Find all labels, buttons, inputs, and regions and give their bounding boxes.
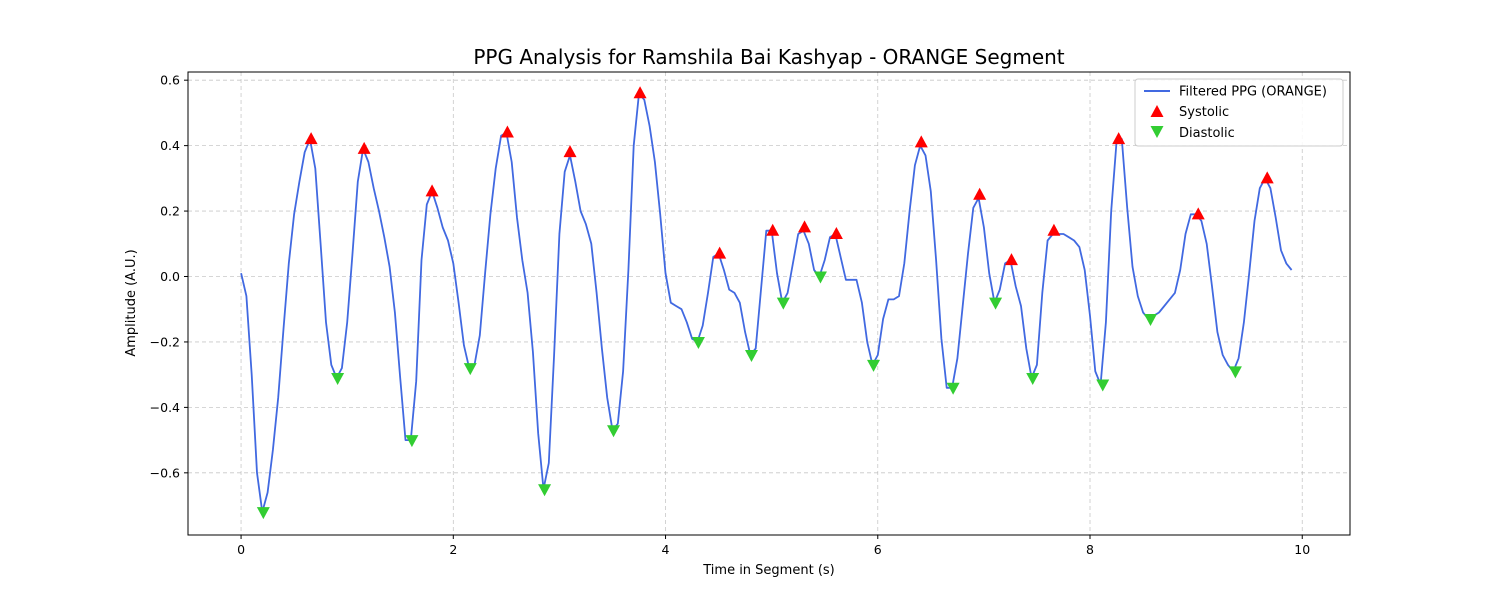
y-tick-label: 0.2 — [160, 204, 180, 219]
systolic-marker — [500, 125, 514, 138]
diastolic-marker — [1096, 379, 1110, 392]
legend-diastolic-marker — [1150, 126, 1164, 138]
diastolic-marker — [405, 435, 419, 448]
systolic-marker — [713, 246, 727, 259]
x-tick-label: 10 — [1294, 542, 1310, 557]
plot-content — [240, 86, 1293, 520]
diastolic-marker — [989, 297, 1003, 310]
y-tick-label: −0.4 — [150, 400, 180, 415]
x-tick-label: 0 — [237, 542, 245, 557]
systolic-marker — [1191, 207, 1205, 220]
systolic-marker — [766, 223, 780, 236]
diastolic-marker — [867, 359, 881, 372]
x-tick-label: 8 — [1086, 542, 1094, 557]
x-axis-label: Time in Segment (s) — [702, 563, 834, 578]
systolic-marker — [829, 226, 843, 239]
systolic-marker — [304, 132, 318, 145]
legend-systolic-marker — [1150, 105, 1164, 117]
diastolic-marker — [691, 336, 705, 349]
diastolic-marker — [463, 363, 477, 376]
diastolic-marker — [256, 507, 270, 520]
diastolic-marker — [331, 372, 345, 385]
diastolic-marker — [776, 297, 790, 310]
x-tick-label: 2 — [449, 542, 457, 557]
plot-frame — [187, 71, 1351, 536]
y-tick-label: −0.2 — [150, 334, 180, 349]
systolic-marker — [633, 86, 647, 99]
y-tick-label: 0.6 — [160, 73, 180, 88]
chart-title: PPG Analysis for Ramshila Bai Kashyap - … — [473, 45, 1064, 69]
diastolic-marker — [607, 425, 621, 438]
y-axis: −0.6 −0.4 −0.2 0.0 0.2 0.4 0.6 — [150, 73, 188, 480]
diastolic-marker — [744, 350, 758, 363]
diastolic-marker — [538, 484, 552, 497]
systolic-marker — [914, 135, 928, 148]
diastolic-marker — [1228, 366, 1242, 379]
legend-label-filtered-ppg: Filtered PPG (ORANGE) — [1179, 85, 1327, 100]
diastolic-marker — [1143, 314, 1157, 327]
diastolic-marker — [813, 271, 827, 284]
systolic-marker — [1112, 132, 1126, 145]
systolic-marker — [425, 184, 439, 197]
systolic-marker — [357, 141, 371, 154]
x-tick-label: 6 — [874, 542, 882, 557]
legend-label-systolic: Systolic — [1179, 105, 1229, 120]
y-axis-label: Amplitude (A.U.) — [124, 249, 139, 356]
systolic-marker — [1260, 171, 1274, 184]
systolic-marker — [1047, 223, 1061, 236]
y-tick-label: −0.6 — [150, 465, 180, 480]
legend-box — [1134, 78, 1344, 147]
diastolic-marker — [946, 382, 960, 395]
x-axis: 0 2 4 6 8 10 — [237, 535, 1310, 557]
legend-label-diastolic: Diastolic — [1179, 126, 1235, 141]
diastolic-marker — [1026, 372, 1040, 385]
systolic-marker — [973, 187, 987, 200]
y-tick-label: 0.0 — [160, 269, 180, 284]
systolic-marker — [798, 220, 812, 233]
legend: Filtered PPG (ORANGE) Systolic Diastolic — [1134, 78, 1344, 147]
systolic-marker — [563, 145, 577, 158]
systolic-marker — [1004, 253, 1018, 266]
y-tick-label: 0.4 — [160, 138, 180, 153]
x-tick-label: 4 — [662, 542, 670, 557]
